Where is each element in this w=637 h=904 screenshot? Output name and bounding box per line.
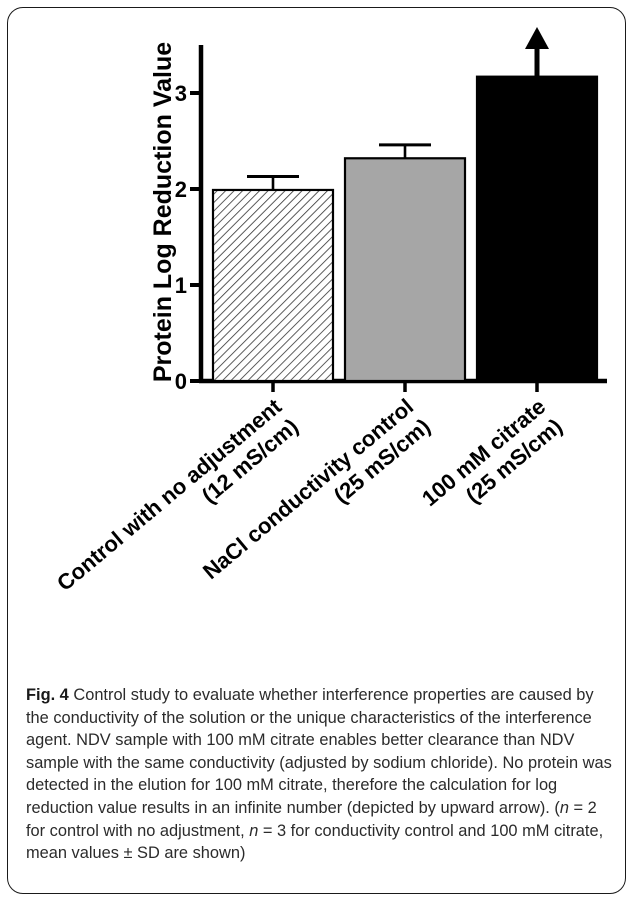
figure-label: Fig. 4: [26, 686, 69, 704]
caption-run: Control study to evaluate whether interf…: [26, 686, 612, 817]
caption-run: = 3 for conductivity control and 100 mM …: [26, 821, 604, 863]
y-tick-label: 3: [175, 81, 187, 106]
x-category-label-line: Control with no adjustment: [52, 393, 287, 596]
bar: [343, 157, 467, 383]
figure-caption: Fig. 4 Control study to evaluate whether…: [26, 684, 614, 865]
y-axis-label: Protein Log Reduction Value: [149, 42, 177, 382]
caption-text: Control study to evaluate whether interf…: [26, 686, 612, 862]
y-tick-label: 1: [175, 273, 187, 298]
caption-variable: n: [559, 798, 569, 817]
bar: [475, 75, 599, 383]
y-tick-label: 2: [175, 177, 187, 202]
up-arrow-icon: [525, 27, 549, 49]
caption-run: = 2 for control with no adjustment,: [26, 798, 597, 840]
bar: [211, 188, 335, 383]
y-tick-label: 0: [175, 369, 187, 394]
caption-variable: n: [249, 821, 259, 840]
x-category-label: Control with no adjustment(12 mS/cm): [52, 393, 303, 596]
x-category-label: 100 mM citrate(25 mS/cm): [417, 394, 567, 511]
